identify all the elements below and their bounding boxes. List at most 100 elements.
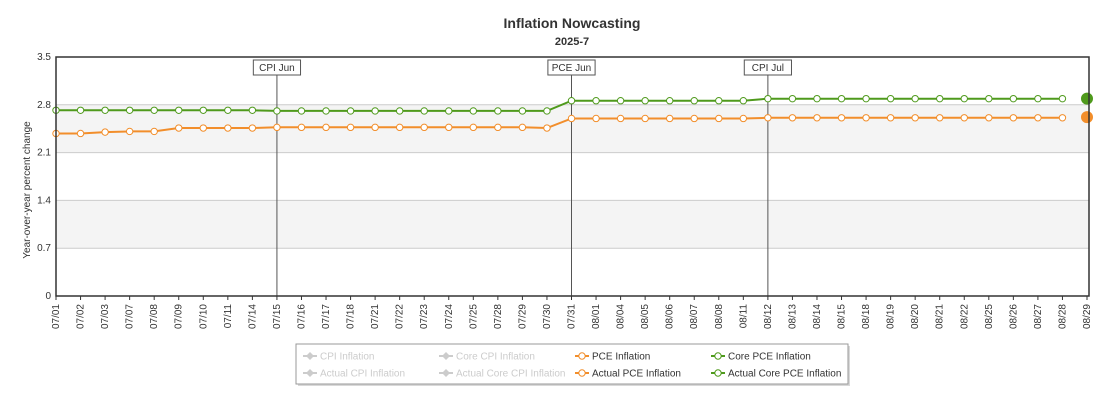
- legend-item-label: PCE Inflation: [592, 352, 650, 363]
- x-tick-label: 08/27: [1033, 304, 1044, 329]
- data-point: [445, 107, 453, 115]
- x-tick-label: 07/08: [149, 304, 160, 329]
- plot-bands: [56, 104, 1089, 249]
- x-tick-label: 07/22: [395, 304, 406, 329]
- data-point: [1009, 94, 1018, 103]
- x-tick-label: 07/17: [321, 304, 332, 329]
- legend-item-label: Actual PCE Inflation: [592, 369, 681, 380]
- x-tick-label: 08/26: [1008, 304, 1019, 329]
- x-tick-label: 08/12: [763, 304, 774, 329]
- x-tick-label: 08/05: [640, 304, 651, 329]
- data-point: [739, 97, 748, 105]
- data-point: [445, 123, 453, 132]
- data-point: [543, 107, 551, 115]
- data-point: [788, 94, 797, 103]
- plot-band: [56, 200, 1089, 249]
- data-point: [101, 128, 109, 136]
- data-point: [199, 106, 207, 114]
- data-point: [911, 114, 919, 122]
- legend-marker: [578, 369, 586, 377]
- data-point: [592, 97, 600, 105]
- data-point: [665, 97, 674, 105]
- data-point: [960, 114, 968, 122]
- x-tick-label: 08/21: [935, 304, 946, 329]
- data-point: [346, 107, 355, 115]
- data-point: [297, 123, 306, 132]
- data-point: [985, 94, 993, 103]
- data-point: [322, 123, 330, 132]
- plot-frame: [55, 56, 1090, 297]
- y-tick-label: 0.7: [37, 243, 51, 254]
- data-point: [567, 97, 576, 105]
- chart-subtitle: 2025-7: [555, 36, 589, 48]
- x-tick-label: 07/31: [567, 304, 578, 329]
- legend-item-label: Actual CPI Inflation: [320, 369, 405, 380]
- data-point: [567, 114, 576, 123]
- x-tick-label: 07/10: [198, 304, 209, 329]
- data-point: [886, 114, 895, 122]
- x-tick-label: 08/14: [812, 304, 823, 329]
- legend-marker: [714, 369, 722, 377]
- x-tick-label: 08/29: [1082, 304, 1093, 329]
- data-point: [175, 106, 183, 114]
- data-point: [788, 114, 797, 122]
- data-point: [1058, 114, 1067, 122]
- data-point: [248, 106, 257, 114]
- data-point: [764, 94, 772, 103]
- x-tick-label: 07/07: [125, 304, 136, 329]
- x-tick-label: 07/25: [468, 304, 479, 329]
- data-point: [690, 97, 698, 105]
- series-line-0: [56, 97, 1063, 112]
- data-point: [346, 123, 355, 132]
- x-tick-label: 08/07: [689, 304, 700, 329]
- data-point: [715, 97, 723, 105]
- data-point: [543, 124, 551, 132]
- x-tick-label: 07/09: [174, 304, 185, 329]
- x-tick-label: 07/01: [51, 304, 62, 329]
- data-point: [764, 114, 772, 122]
- x-tick-label: 07/16: [296, 304, 307, 329]
- x-tick-label: 08/18: [861, 304, 872, 329]
- legend-marker: [442, 352, 450, 360]
- legend-item-label: Actual Core CPI Inflation: [456, 369, 566, 380]
- data-point: [76, 106, 85, 114]
- data-point: [936, 114, 944, 122]
- data-point: [518, 107, 527, 115]
- data-point: [518, 123, 527, 132]
- x-tick-label: 07/24: [444, 304, 455, 329]
- data-point: [273, 107, 281, 115]
- x-tick-label: 08/13: [787, 304, 798, 329]
- data-point: [739, 114, 748, 123]
- legend-marker: [578, 352, 586, 360]
- data-point: [837, 94, 846, 103]
- legend-marker: [714, 352, 722, 360]
- annotation-label: CPI Jun: [259, 63, 295, 74]
- data-point: [101, 106, 109, 114]
- legend: CPI Inflation Core CPI Inflation PCE Infla…: [295, 343, 850, 386]
- data-point: [1058, 94, 1067, 103]
- legend-item-label: CPI Inflation: [320, 352, 374, 363]
- x-tick-label: 08/22: [959, 304, 970, 329]
- y-axis-label: Year-over-year percent change: [22, 121, 33, 259]
- data-point: [224, 124, 232, 132]
- x-tick-label: 07/18: [346, 304, 357, 329]
- data-point: [813, 114, 821, 122]
- data-point: [224, 106, 232, 114]
- chart-title: Inflation Nowcasting: [504, 15, 641, 31]
- x-tick-label: 08/11: [738, 304, 749, 329]
- data-point: [420, 107, 428, 115]
- data-point: [494, 123, 502, 132]
- data-point: [862, 114, 870, 122]
- data-point: [273, 123, 281, 132]
- y-tick-label: 3.5: [37, 52, 51, 63]
- data-point: [76, 129, 85, 138]
- data-point: [125, 106, 134, 114]
- x-tick-label: 07/23: [419, 304, 430, 329]
- x-tick-label: 07/11: [223, 304, 234, 329]
- data-point: [420, 123, 428, 132]
- data-point: [715, 114, 723, 123]
- x-tick-label: 07/02: [76, 304, 87, 329]
- data-point: [813, 94, 821, 103]
- data-point: [886, 94, 895, 103]
